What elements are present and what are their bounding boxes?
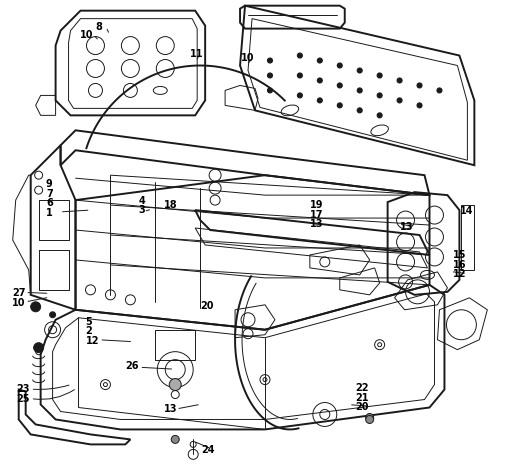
Text: 10: 10 [241, 54, 254, 64]
Circle shape [397, 98, 402, 103]
Text: 13: 13 [164, 404, 178, 414]
Text: 10: 10 [80, 30, 94, 40]
Text: 10: 10 [12, 298, 26, 308]
Circle shape [417, 103, 422, 108]
Circle shape [297, 53, 302, 58]
Text: 12: 12 [453, 269, 466, 279]
Text: 24: 24 [201, 445, 215, 455]
Text: 23: 23 [16, 384, 30, 394]
Text: 22: 22 [355, 383, 369, 393]
Circle shape [49, 312, 56, 318]
Circle shape [317, 98, 322, 103]
Text: 17: 17 [310, 210, 323, 220]
Text: 4: 4 [139, 196, 145, 206]
Text: 12: 12 [85, 336, 99, 346]
Text: 11: 11 [190, 49, 203, 59]
Text: 20: 20 [200, 301, 214, 311]
Circle shape [33, 342, 44, 352]
Circle shape [337, 103, 342, 108]
Circle shape [297, 73, 302, 78]
Circle shape [377, 73, 382, 78]
Text: 3: 3 [139, 205, 145, 215]
Text: 21: 21 [355, 392, 369, 403]
Text: 15: 15 [453, 250, 466, 260]
Text: 13: 13 [400, 222, 414, 232]
Text: 16: 16 [453, 260, 466, 270]
Circle shape [267, 88, 272, 93]
Text: 7: 7 [46, 189, 53, 199]
Text: 26: 26 [126, 361, 139, 371]
Text: 9: 9 [46, 180, 53, 190]
Text: 18: 18 [164, 200, 178, 210]
Circle shape [377, 93, 382, 98]
Circle shape [317, 58, 322, 63]
Text: 19: 19 [310, 200, 323, 210]
Circle shape [357, 68, 362, 73]
Text: 2: 2 [85, 326, 92, 336]
Text: 25: 25 [16, 393, 30, 404]
Circle shape [171, 436, 179, 443]
Text: 5: 5 [85, 317, 92, 327]
Circle shape [31, 302, 41, 312]
Text: 13: 13 [310, 219, 323, 229]
Text: 20: 20 [355, 402, 369, 412]
Circle shape [366, 416, 374, 423]
Circle shape [337, 63, 342, 68]
Circle shape [357, 88, 362, 93]
Circle shape [169, 379, 181, 390]
Circle shape [397, 78, 402, 83]
Circle shape [267, 73, 272, 78]
Circle shape [377, 113, 382, 118]
Text: 27: 27 [12, 288, 26, 298]
Circle shape [417, 83, 422, 88]
Circle shape [337, 83, 342, 88]
Circle shape [366, 413, 374, 421]
Text: 6: 6 [46, 199, 53, 209]
Text: 1: 1 [46, 208, 53, 218]
Circle shape [297, 93, 302, 98]
Text: 8: 8 [96, 22, 102, 32]
Circle shape [267, 58, 272, 63]
Text: 14: 14 [460, 207, 474, 217]
Circle shape [317, 78, 322, 83]
Circle shape [357, 108, 362, 113]
Circle shape [437, 88, 442, 93]
